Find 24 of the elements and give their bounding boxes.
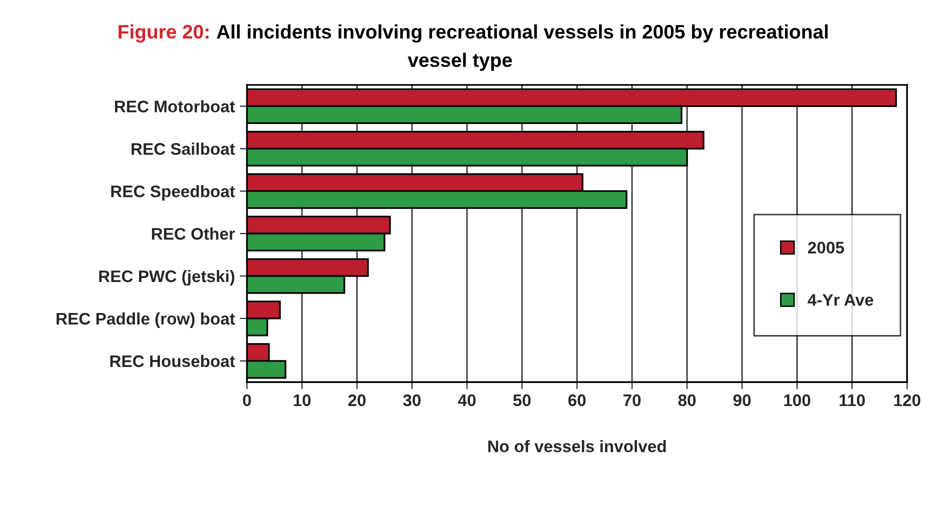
x-tick-label: 110 [840,394,865,406]
chart-title: Figure 20: All incidents involving recreational vessels in 2005 by recreational vessel type [118,24,828,71]
y-tick-label: REC Other [152,228,235,240]
x-tick-label: 50 [513,394,531,406]
y-tick-label: REC Speedboat [111,185,235,201]
y-tick-label: REC Paddle (row) boat [56,312,235,328]
x-tick-label: 60 [568,394,586,406]
x-tick-label: 70 [623,394,641,406]
x-tick-label: 40 [458,394,476,406]
legend-label: 4-Yr Ave [808,294,874,306]
x-tick-label: 0 [242,394,251,406]
y-tick-label: REC Motorboat [114,100,235,112]
y-tick-label: REC Sailboat [132,142,235,155]
x-tick-label: 90 [733,394,751,406]
x-tick-label: 80 [678,394,696,406]
y-tick-label: REC Houseboat [110,354,235,368]
y-tick-label: REC PWC (jetski) [99,270,234,286]
x-tick-label: 30 [403,394,421,406]
x-axis-title: No of vessels involved [488,440,666,452]
x-tick-label: 120 [894,394,920,406]
x-tick-label: 10 [294,394,311,406]
x-tick-label: 100 [784,394,810,406]
x-tick-label: 20 [348,394,366,406]
legend-label: 2005 [808,242,844,254]
